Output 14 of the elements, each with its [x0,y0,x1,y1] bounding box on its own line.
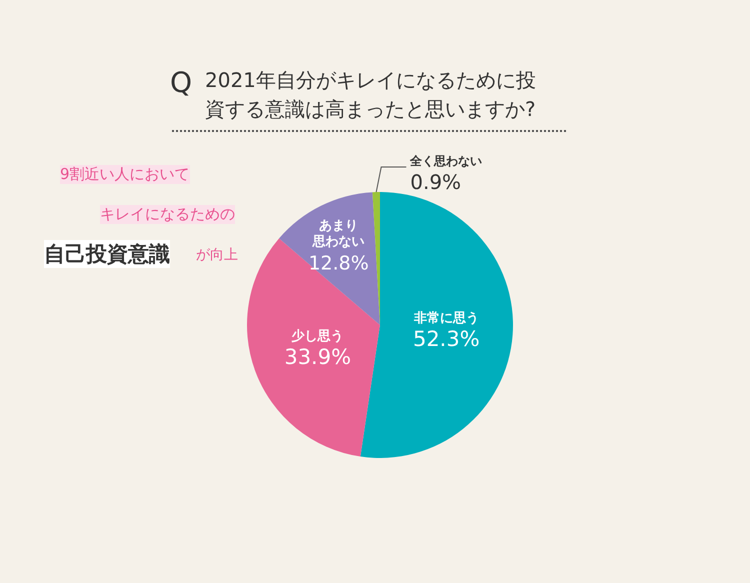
chart-title: 2021年自分がキレイになるために投資する意識は高まったと思いますか? [205,67,536,123]
slice-label: あまり思わない [312,218,365,250]
data-label: 12.8% [308,252,369,274]
data-label: 0.9% [410,170,462,194]
data-label: 52.3% [412,326,480,351]
data-label: 33.9% [284,345,352,370]
text: Q [170,66,192,99]
slice-label: 非常に思う [412,310,479,326]
slice-label: 少し思う [290,329,344,344]
text: が向上 [196,246,238,264]
text: 9割近い人において [60,165,190,184]
text: キレイになるための [100,205,235,224]
slice-label: 全く思わない [409,154,482,168]
text: 自己投資意識 [44,240,170,268]
